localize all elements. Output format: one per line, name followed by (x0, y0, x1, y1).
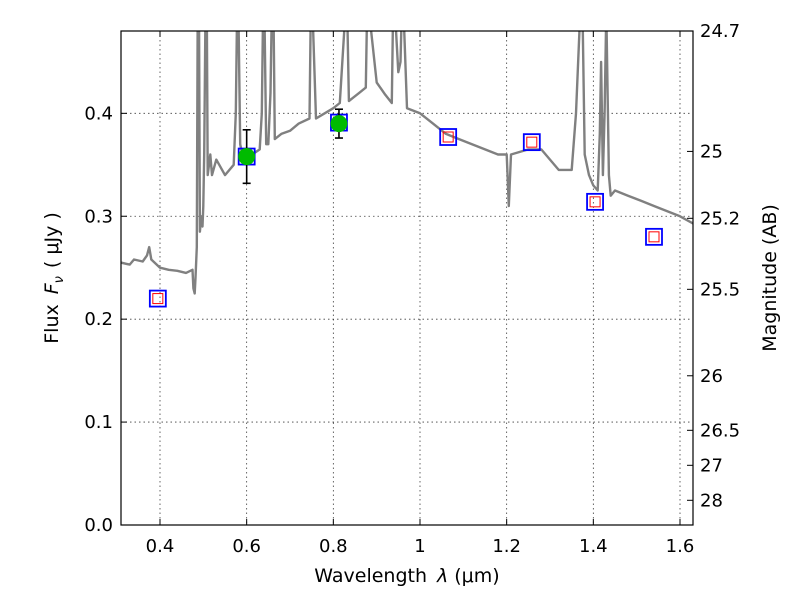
model-photometry-square (522, 133, 541, 152)
y2-axis-title: Magnitude (AB) (759, 204, 781, 352)
y-tick-label: 0.2 (84, 309, 113, 330)
model-photometry-square (586, 192, 604, 211)
y2-tick-label: 27 (700, 455, 723, 476)
x-tick-label: 1 (414, 536, 425, 557)
y2-tick-label: 25 (700, 141, 723, 162)
y2-tick-label: 24.7 (700, 21, 740, 42)
x-tick-label: 1.2 (492, 536, 521, 557)
x-tick-label: 0.4 (146, 536, 175, 557)
model-photometry-square (439, 128, 458, 146)
y2-tick-label: 26.5 (700, 420, 740, 441)
sed-model-line (121, 31, 693, 295)
y-axis-title: FluxFν( μJy ) (41, 212, 67, 344)
x-tick-label: 0.6 (232, 536, 261, 557)
x-tick-label: 1.6 (666, 536, 695, 557)
y2-tick-label: 26 (700, 366, 723, 387)
x-axis-title: Wavelength λ (μm) (314, 565, 499, 587)
observed-photometry-point (238, 148, 256, 166)
model-photometry-inner-square (589, 196, 601, 208)
y-tick-label: 0.0 (84, 515, 113, 536)
model-photometry-inner-square (526, 136, 538, 148)
axes-ticks: 0.4 0.6 0.8 1 1.2 1.4 1.6 0.0 0.1 0.2 0.3 0.4 24.7 25… (84, 21, 740, 557)
observed-photometry-point (330, 115, 348, 133)
y2-tick-label: 25.2 (700, 208, 740, 229)
y-tick-label: 0.4 (84, 103, 113, 124)
x-tick-label: 1.4 (579, 536, 608, 557)
y2-tick-label: 25.5 (700, 279, 740, 300)
y-tick-label: 0.3 (84, 206, 113, 227)
y-tick-label: 0.1 (84, 412, 113, 433)
model-photometry-inner-square (442, 131, 454, 143)
y2-tick-label: 28 (700, 490, 723, 511)
model-photometry-inner-square (152, 293, 164, 305)
model-photometry-square (148, 289, 167, 308)
model-photometry-square (645, 227, 663, 246)
model-photometry-inner-square (648, 231, 660, 243)
photometry-layer (148, 108, 663, 308)
plot-frame (120, 30, 694, 526)
x-tick-label: 0.8 (319, 536, 348, 557)
sed-model-layer (121, 31, 693, 295)
